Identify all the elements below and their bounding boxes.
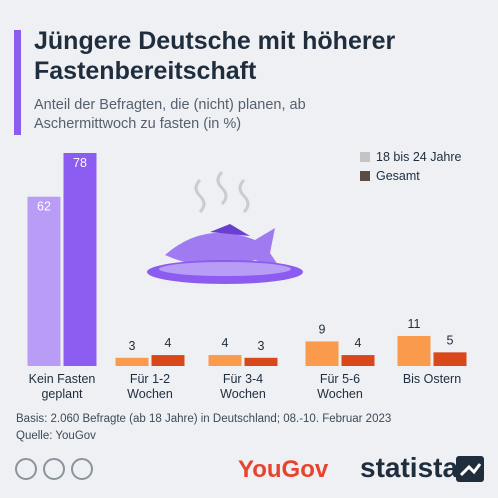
x-tick-label: Kein Fasten geplant: [28, 372, 96, 401]
x-tick-label: Bis Ostern: [402, 372, 462, 386]
legend-swatch: [360, 171, 370, 181]
legend-swatch: [360, 152, 370, 162]
value-label: 3: [258, 339, 265, 353]
bar: [244, 357, 278, 366]
value-label: 3: [129, 339, 136, 353]
legend-label: Gesamt: [376, 169, 420, 183]
value-label: 4: [355, 336, 362, 350]
statista-logo: statista: [360, 452, 459, 483]
x-tick-label: Für 1-2 Wochen: [127, 372, 173, 401]
bar: [151, 355, 185, 366]
statista-icon: [456, 456, 484, 482]
bar: [341, 355, 375, 366]
x-tick-label: Für 5-6 Wochen: [317, 372, 363, 401]
value-label: 78: [73, 156, 87, 170]
bar: [208, 355, 242, 366]
value-label: 9: [319, 322, 326, 336]
source-note: Basis: 2.060 Befragte (ab 18 Jahre) in D…: [16, 413, 392, 425]
value-label: 5: [447, 333, 454, 347]
chart-title: Jüngere Deutsche mit höherer Fastenberei…: [34, 27, 396, 85]
license-icons: [15, 458, 93, 480]
legend-label: 18 bis 24 Jahre: [376, 150, 462, 164]
value-label: 4: [222, 336, 229, 350]
accent-bar: [14, 30, 21, 135]
value-label: 11: [408, 317, 421, 331]
yougov-logo: YouGov: [238, 456, 329, 483]
bar: [115, 357, 149, 366]
bar: [63, 153, 97, 366]
bar: [433, 352, 467, 366]
x-tick-label: Für 3-4 Wochen: [220, 372, 266, 401]
fish-illustration: [147, 170, 303, 284]
bar: [305, 341, 339, 366]
chart-subtitle: Anteil der Befragten, die (nicht) planen…: [34, 97, 306, 132]
bar: [27, 196, 61, 366]
bar: [397, 335, 431, 366]
value-label: 4: [165, 336, 172, 350]
source: Quelle: YouGov: [16, 430, 96, 442]
value-label: 62: [37, 200, 51, 214]
